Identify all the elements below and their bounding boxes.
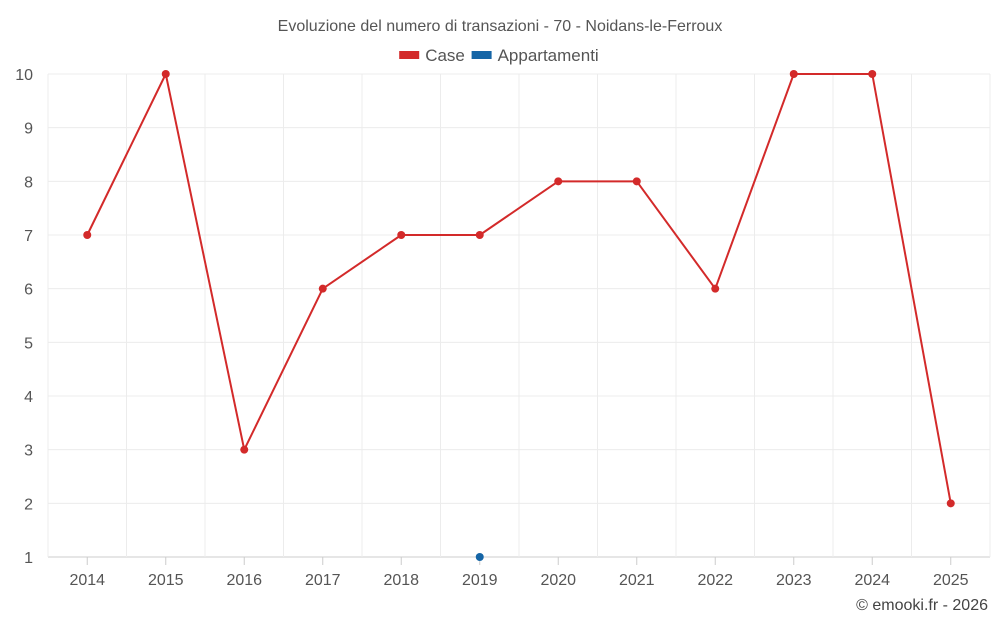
series-appartamenti [475, 553, 484, 561]
credit-text: © emooki.fr - 2026 [856, 597, 988, 614]
series-line [86, 73, 952, 504]
data-point[interactable] [946, 499, 955, 508]
data-point[interactable] [397, 231, 406, 239]
y-tick-label: 5 [24, 335, 33, 352]
grid [47, 73, 991, 558]
x-tick-label: 2021 [619, 572, 655, 589]
x-tick-label: 2020 [540, 572, 576, 589]
x-tick-label: 2019 [462, 572, 498, 589]
x-tick-label: 2023 [776, 572, 812, 589]
legend-item-case[interactable]: Case [399, 46, 465, 65]
y-tick-label: 6 [24, 282, 33, 299]
data-point[interactable] [711, 284, 720, 293]
data-point[interactable] [83, 231, 92, 239]
data-point[interactable] [318, 284, 327, 293]
y-tick-label: 10 [15, 67, 33, 84]
data-point[interactable] [789, 70, 798, 78]
y-tick-label: 7 [24, 228, 33, 245]
data-point[interactable] [632, 177, 641, 186]
data-point[interactable] [554, 177, 563, 186]
y-tick-label: 3 [24, 443, 33, 460]
legend-label: Case [425, 46, 465, 65]
x-tick-label: 2025 [933, 572, 969, 589]
data-point[interactable] [868, 70, 877, 78]
x-tick-label: 2017 [305, 572, 341, 589]
data-point[interactable] [240, 445, 249, 454]
series-layer [83, 70, 955, 561]
x-tick-label: 2015 [148, 572, 184, 589]
x-tick-label: 2022 [697, 572, 733, 589]
series-case [83, 70, 955, 508]
legend-label: Appartamenti [498, 46, 599, 65]
legend-swatch [471, 51, 492, 59]
y-tick-label: 4 [24, 389, 33, 406]
y-tick-label: 9 [24, 121, 33, 138]
x-axis: 2014 2015 2016 2017 2018 2019 2020 2021 2022 2023… [69, 557, 969, 589]
data-point[interactable] [475, 553, 484, 561]
legend-swatch [399, 51, 420, 59]
y-tick-label: 2 [24, 496, 33, 513]
y-tick-label: 1 [24, 550, 33, 567]
y-tick-label: 8 [24, 174, 33, 191]
x-tick-label: 2014 [69, 572, 105, 589]
data-point[interactable] [475, 231, 484, 239]
x-tick-label: 2016 [226, 572, 262, 589]
x-tick-label: 2024 [854, 572, 890, 589]
y-axis: 1 2 3 4 5 6 7 8 9 10 [15, 67, 33, 567]
x-tick-label: 2018 [383, 572, 419, 589]
legend: Case Appartamenti [399, 46, 599, 65]
data-point[interactable] [161, 70, 170, 78]
legend-item-appartamenti[interactable]: Appartamenti [471, 46, 599, 65]
chart-title: Evoluzione del numero di transazioni - 7… [278, 18, 723, 35]
